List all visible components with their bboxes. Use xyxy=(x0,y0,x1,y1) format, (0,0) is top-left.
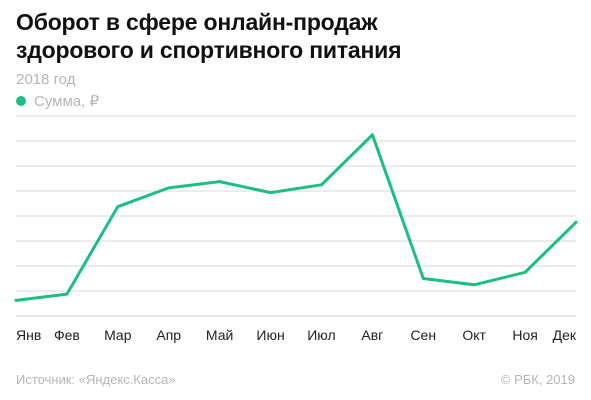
chart-title: Оборот в сфере онлайн-продаж здорового и… xyxy=(16,8,576,64)
data-point-Май xyxy=(218,180,222,184)
series-line xyxy=(14,133,578,302)
legend-label: Сумма, ₽ xyxy=(34,93,100,110)
data-point-Окт xyxy=(472,283,476,287)
data-point-Июн xyxy=(269,191,273,195)
chart-title-line-2: здорового и спортивного питания xyxy=(16,37,402,63)
x-tick-label: Авг xyxy=(361,327,383,343)
data-point-Авг xyxy=(370,133,374,137)
x-tick-label: Июл xyxy=(307,327,335,343)
copyright-note: © РБК, 2019 xyxy=(500,372,575,387)
data-point-Сен xyxy=(421,277,425,280)
data-point-Фев xyxy=(65,292,69,296)
data-point-Апр xyxy=(167,186,171,190)
x-tick-label: Сен xyxy=(410,327,436,343)
x-tick-label: Фев xyxy=(54,327,80,343)
data-point-Ноя xyxy=(523,270,527,274)
x-tick-label: Дек xyxy=(553,327,577,343)
data-point-Июл xyxy=(319,183,323,187)
x-tick-label: Ноя xyxy=(512,327,537,343)
x-tick-label: Июн xyxy=(256,327,284,343)
x-tick-label: Янв xyxy=(16,327,41,343)
legend: Сумма, ₽ xyxy=(16,92,99,110)
data-point-Мар xyxy=(116,205,120,209)
source-note: Источник: «Яндекс.Касса» xyxy=(16,372,176,387)
data-point-Дек xyxy=(574,220,578,224)
chart-subtitle: 2018 год xyxy=(16,71,76,88)
x-tick-label: Апр xyxy=(156,327,181,343)
x-tick-label: Май xyxy=(206,327,233,343)
legend-marker xyxy=(16,96,26,106)
x-tick-label: Окт xyxy=(462,327,486,343)
x-tick-label: Мар xyxy=(104,327,132,343)
chart-title-line-1: Оборот в сфере онлайн-продаж xyxy=(16,9,378,35)
data-point-Янв xyxy=(14,298,18,302)
